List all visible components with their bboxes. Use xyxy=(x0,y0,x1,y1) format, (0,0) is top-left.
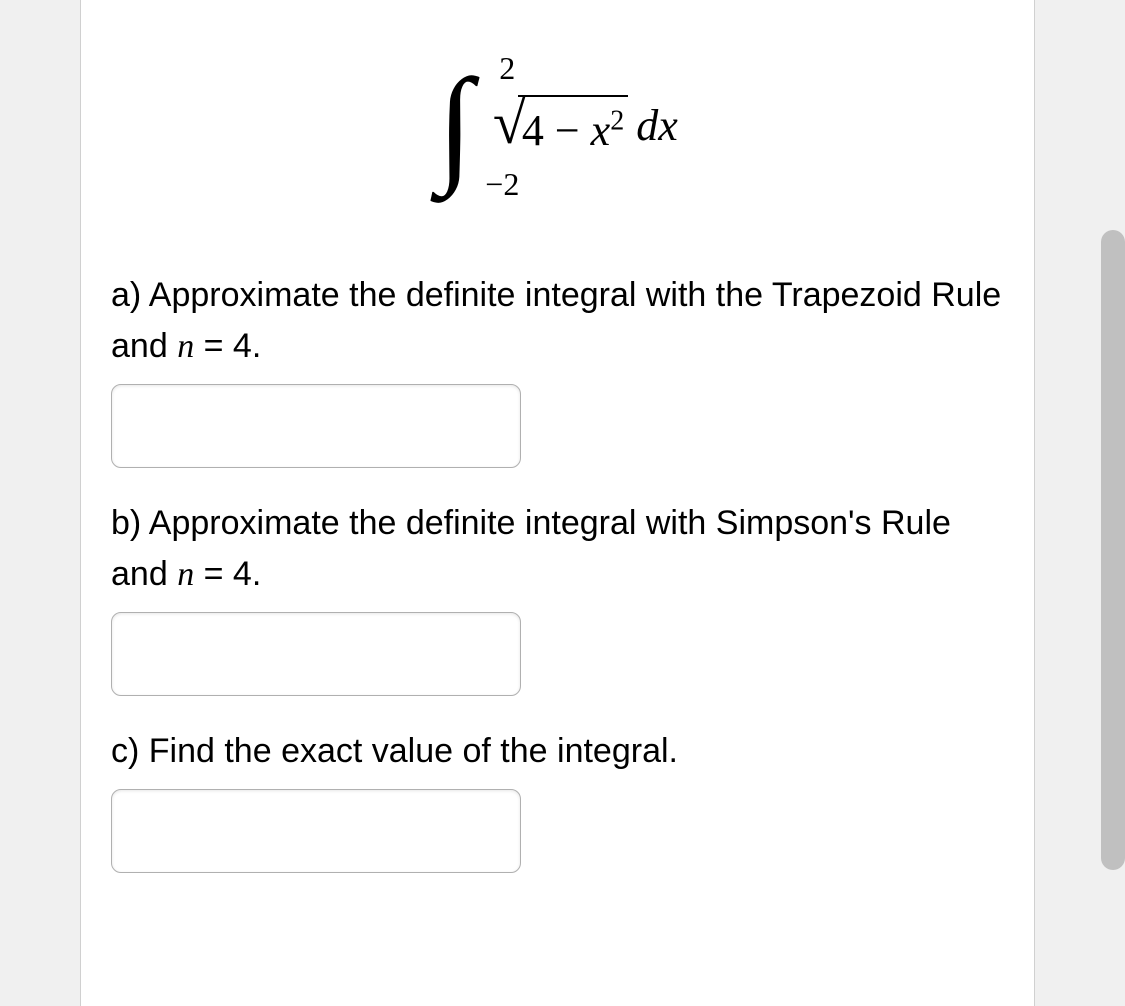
question-a: a) Approximate the definite integral wit… xyxy=(111,270,1004,498)
scrollbar-thumb[interactable] xyxy=(1101,230,1125,870)
answer-input-b[interactable] xyxy=(111,612,521,696)
lower-limit: −2 xyxy=(485,168,519,200)
question-b-text: b) Approximate the definite integral wit… xyxy=(111,498,1004,600)
question-c: c) Find the exact value of the integral. xyxy=(111,726,1004,903)
question-a-text: a) Approximate the definite integral wit… xyxy=(111,270,1004,372)
question-b: b) Approximate the definite integral wit… xyxy=(111,498,1004,726)
sqrt-symbol: √ xyxy=(493,89,526,158)
page-container: ∫ 2 −2 √ 4 − x2 dx a) Approximate the de… xyxy=(80,0,1035,1006)
answer-input-a[interactable] xyxy=(111,384,521,468)
radicand: 4 − x2 xyxy=(522,106,624,155)
content-area: ∫ 2 −2 √ 4 − x2 dx a) Approximate the de… xyxy=(81,0,1034,933)
upper-limit: 2 xyxy=(499,52,515,84)
answer-input-c[interactable] xyxy=(111,789,521,873)
sqrt-container: √ 4 − x2 xyxy=(493,91,628,160)
question-c-text: c) Find the exact value of the integral. xyxy=(111,726,1004,777)
integral-wrapper: ∫ 2 −2 √ 4 − x2 dx xyxy=(437,60,677,190)
integral-sign: ∫ 2 −2 xyxy=(437,60,473,190)
differential: dx xyxy=(636,100,678,151)
sqrt-overline: 4 − x2 xyxy=(518,95,628,156)
integral-expression: ∫ 2 −2 √ 4 − x2 dx xyxy=(111,60,1004,220)
